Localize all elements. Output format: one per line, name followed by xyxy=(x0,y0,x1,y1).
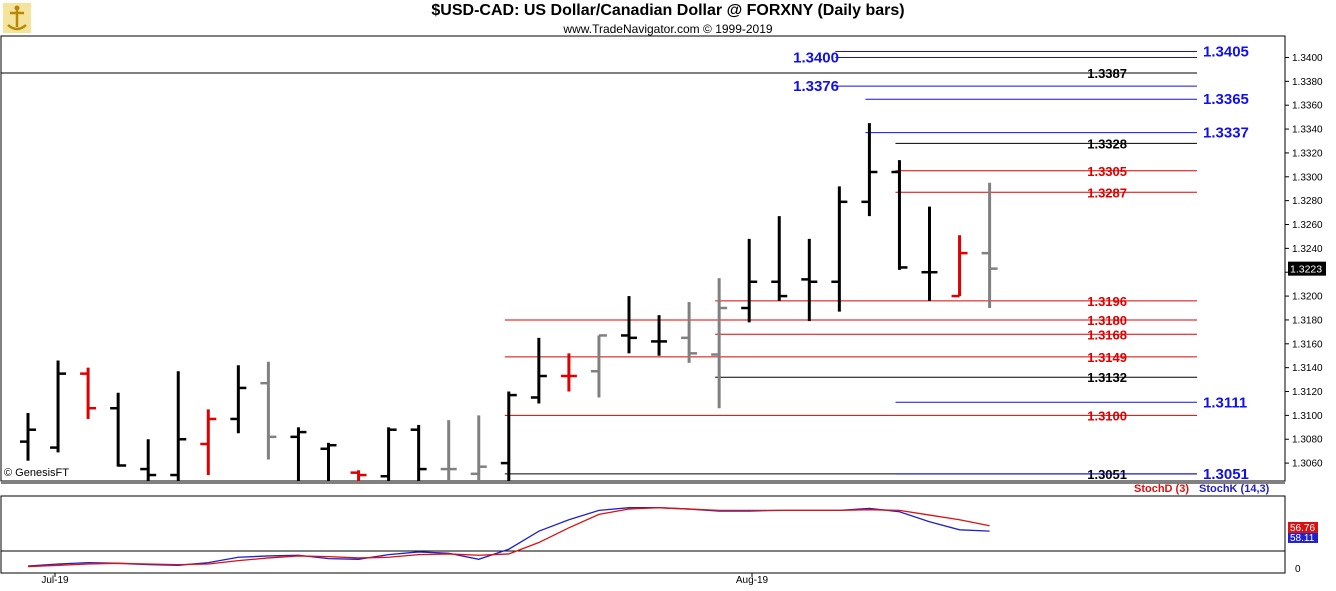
price-levels: 1.3405 1.3400 1.3387 1.3376 1.3365 1.3337 1.33… xyxy=(1,44,1249,483)
stochd-legend: StochD (3) xyxy=(1134,483,1189,495)
y-tick-label: 1.3380 xyxy=(1292,77,1323,88)
y-tick-label: 1.3240 xyxy=(1292,244,1323,255)
level-label: 1.3305 xyxy=(1087,164,1127,179)
stochk-value-badge xyxy=(1288,532,1318,543)
genesis-logo-icon xyxy=(3,3,31,33)
level-label: 1.3111 xyxy=(1203,394,1247,411)
level-label: 1.3132 xyxy=(1087,370,1127,385)
price-panel-border xyxy=(0,35,1286,482)
level-label: 1.3100 xyxy=(1087,408,1127,423)
level-label: 1.3337 xyxy=(1203,125,1249,142)
y-tick-label: 1.3300 xyxy=(1292,172,1323,183)
chart-subtitle: www.TradeNavigator.com © 1999-2019 xyxy=(563,22,773,36)
y-tick-label: 1.3140 xyxy=(1292,363,1323,374)
y-tick-label: 1.3180 xyxy=(1292,315,1323,326)
y-tick-label: 1.3280 xyxy=(1292,196,1323,207)
level-label: 1.3328 xyxy=(1087,136,1127,151)
y-tick-label: 1.3060 xyxy=(1292,459,1323,470)
x-label-jul: Jul-19 xyxy=(41,575,69,586)
stochd-value-label: 56.76 xyxy=(1290,523,1315,534)
y-tick-label: 1.3200 xyxy=(1292,292,1323,303)
level-label: 1.3180 xyxy=(1087,313,1127,328)
stochk-value-label: 58.11 xyxy=(1290,533,1315,544)
copyright-label: © GenesisFT xyxy=(4,467,69,479)
y-tick-label: 1.3360 xyxy=(1292,101,1323,112)
y-tick-label: 1.3080 xyxy=(1292,435,1323,446)
y-tick-label: 1.3340 xyxy=(1292,125,1323,136)
level-label: 1.3376 xyxy=(793,78,839,95)
y-tick-label: 1.3320 xyxy=(1292,148,1323,159)
level-label: 1.3051 xyxy=(1203,466,1249,483)
stochd-value-badge xyxy=(1288,521,1318,533)
level-label: 1.3168 xyxy=(1087,327,1127,342)
level-label: 1.3287 xyxy=(1087,185,1127,200)
last-price-label: 1.3223 xyxy=(1290,264,1322,276)
y-tick-label: 1.3100 xyxy=(1292,411,1323,422)
stochk-line xyxy=(27,507,990,567)
indicator-panel-border xyxy=(0,495,1286,574)
chart-title: $USD-CAD: US Dollar/Canadian Dollar @ FO… xyxy=(431,2,905,19)
y-tick-label: 1.3400 xyxy=(1292,53,1323,64)
stochd-line xyxy=(27,507,990,568)
level-label: 1.3405 xyxy=(1203,44,1249,61)
price-axis: 1.3060 1.3080 1.3100 1.3120 1.3140 1.3160 1.31… xyxy=(41,53,1326,586)
level-label: 1.3400 xyxy=(793,49,839,66)
x-label-aug: Aug-19 xyxy=(736,575,769,586)
ind-tick-label: 0 xyxy=(1295,564,1301,575)
y-tick-label: 1.3260 xyxy=(1292,220,1323,231)
y-tick-label: 1.3120 xyxy=(1292,387,1323,398)
level-label: 1.3365 xyxy=(1203,91,1249,108)
chart-frame xyxy=(0,35,1286,574)
stochk-legend: StochK (14,3) xyxy=(1199,483,1270,495)
level-label: 1.3387 xyxy=(1087,66,1127,81)
price-bars xyxy=(20,123,998,481)
level-label: 1.3196 xyxy=(1087,294,1127,309)
last-price-badge xyxy=(1288,261,1326,276)
level-label: 1.3149 xyxy=(1087,350,1127,365)
y-tick-label: 1.3160 xyxy=(1292,339,1323,350)
